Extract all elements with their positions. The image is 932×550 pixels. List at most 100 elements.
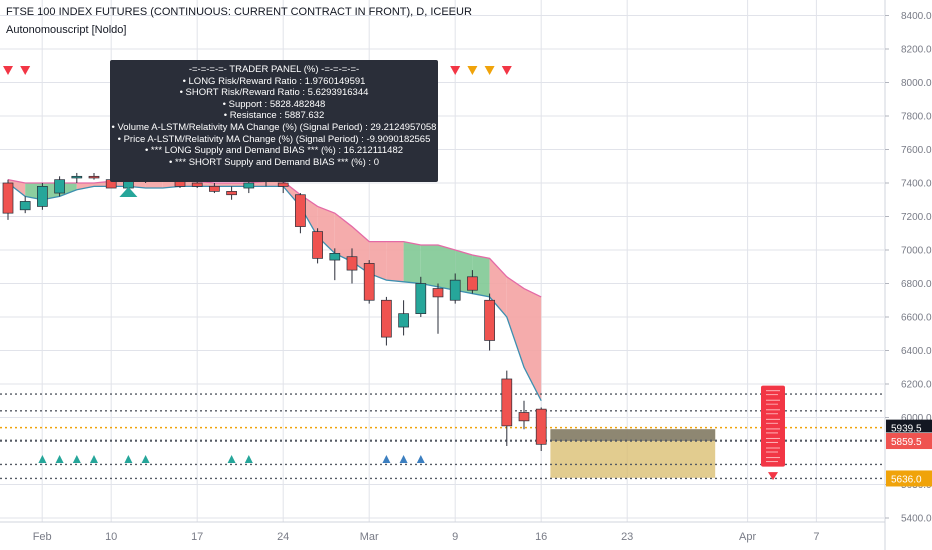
panel-long-bias: • *** LONG Supply and Demand BIAS *** (%… (144, 145, 404, 157)
cloud-segment (76, 183, 94, 190)
panel-short-rr: • SHORT Risk/Reward Ratio : 5.6293916344 (179, 87, 369, 99)
buy-signal-small-icon (90, 455, 98, 463)
supply-zone (550, 429, 716, 441)
candle-body (346, 256, 358, 271)
price-axis-background (885, 0, 932, 550)
y-tick-label: 6600.0 (901, 313, 932, 324)
sell-signal-icon (501, 66, 512, 75)
sell-signal-icon (3, 66, 13, 75)
price-axis[interactable]: 5400.0 5636.0 6000.0 6200.0 6400.0 6600.0 6800… (884, 0, 932, 550)
cloud-segment (317, 206, 335, 254)
y-tick-label: 6200.0 (901, 380, 932, 391)
buy-signal-small-icon (382, 455, 391, 463)
candle-body (484, 299, 495, 341)
projection-pointer-icon (768, 472, 778, 481)
sell-signal-icon (20, 66, 31, 75)
candlesticks (2, 169, 547, 452)
sell-signal-icon (484, 66, 495, 75)
x-tick-label: Feb (33, 531, 52, 543)
y-tick-label: 5400.0 (901, 514, 932, 525)
panel-support: • Support : 5828.482848 (222, 98, 326, 110)
candle-body (415, 283, 427, 315)
candle-body (71, 175, 83, 179)
x-tick-label: 17 (191, 531, 203, 543)
y-tick-label: 8000.0 (901, 78, 932, 89)
buy-signal-small-icon (55, 455, 64, 463)
buy-signal-small-icon (416, 455, 425, 463)
y-tick-label: 7600.0 (901, 145, 932, 156)
candle-body (518, 412, 530, 422)
panel-resistance: • Resistance : 5887.632 (223, 110, 325, 122)
candle-body (88, 175, 100, 179)
panel-heading: -=-=-=-=- TRADER PANEL (%) -=-=-=-=- (188, 64, 360, 75)
trader-panel: -=-=-=-=- TRADER PANEL (%) -=-=-=-=- • L… (110, 60, 438, 182)
cloud-segment (334, 213, 352, 262)
cloud-segment (472, 255, 490, 297)
candle-body (295, 194, 306, 227)
price-label-box (886, 470, 932, 487)
time-axis[interactable]: Feb 10 17 24 Mar 9 16 23 Apr 7 (0, 521, 885, 543)
y-tick-label: 7000.0 (901, 246, 932, 257)
candle-body (535, 408, 547, 445)
price-label-box (886, 419, 932, 436)
sell-signal-icon (450, 66, 461, 75)
panel-volume-change: • Volume A-LSTM/Relativity MA Change (%)… (111, 121, 437, 133)
panel-short-bias: • *** SHORT Supply and Demand BIAS *** (… (169, 156, 379, 168)
candle-body (449, 279, 461, 301)
x-tick-label: 9 (452, 531, 458, 543)
indicator-name[interactable]: Autonomouscript [Noldo] (6, 24, 127, 36)
buy-signal-icon (119, 187, 138, 197)
x-tick-label: 16 (535, 531, 547, 543)
price-label: 5636.0 (891, 474, 922, 485)
buy-signal-small-icon (38, 455, 47, 463)
x-tick-label: 10 (105, 531, 117, 543)
y-tick-label: 8400.0 (901, 11, 932, 22)
y-tick-label: 6800.0 (901, 279, 932, 290)
candle-body (398, 313, 409, 328)
cloud-segment (506, 276, 524, 368)
supply-demand-zone (550, 429, 716, 478)
candle-body (381, 299, 392, 338)
buy-signal-small-icon (141, 455, 150, 463)
candle-body (501, 378, 513, 427)
buy-signal-small-icon (227, 455, 236, 463)
x-tick-label: Apr (739, 531, 756, 543)
candle-body (54, 179, 65, 194)
cloud-segment (524, 288, 542, 401)
candle-body (37, 186, 48, 207)
buy-signal-small-icon (124, 455, 133, 463)
a-lstm-cloud (7, 179, 542, 402)
candle-body (277, 182, 289, 187)
projection-label-box (761, 452, 785, 467)
buy-signal-small-icon (72, 455, 81, 463)
panel-price-change: • Price A-LSTM/Relativity MA Change (%) … (117, 133, 431, 145)
buy-signal-small-icon (399, 455, 408, 463)
candle-body (209, 186, 220, 192)
x-tick-label: 23 (621, 531, 633, 543)
cloud-segment (438, 244, 456, 291)
candle-body (363, 263, 375, 301)
support-resistance-levels (0, 393, 884, 480)
x-tick-label: 24 (277, 531, 289, 543)
cloud-segment (386, 241, 404, 282)
candle-body (432, 288, 444, 298)
candle-body (467, 276, 478, 291)
symbol-title: FTSE 100 INDEX FUTURES (CONTINUOUS: CURR… (6, 6, 472, 18)
candle-body (191, 182, 203, 187)
y-tick-label: 7200.0 (901, 212, 932, 223)
price-label-box (886, 433, 932, 450)
cloud-segment (420, 244, 438, 287)
candle-body (19, 201, 31, 211)
panel-long-rr: • LONG Risk/Reward Ratio : 1.9760149591 (182, 75, 366, 87)
sell-signal-icon (467, 66, 478, 75)
candle-body (226, 191, 237, 196)
y-tick-label: 6400.0 (901, 346, 932, 357)
candle-body (329, 253, 341, 261)
y-tick-label: 7800.0 (901, 112, 932, 123)
cloud-segment (214, 183, 232, 187)
buy-signal-small-icon (244, 455, 253, 463)
y-tick-label: 7400.0 (901, 179, 932, 190)
projection-marker (761, 385, 785, 481)
candle-body (243, 182, 255, 189)
